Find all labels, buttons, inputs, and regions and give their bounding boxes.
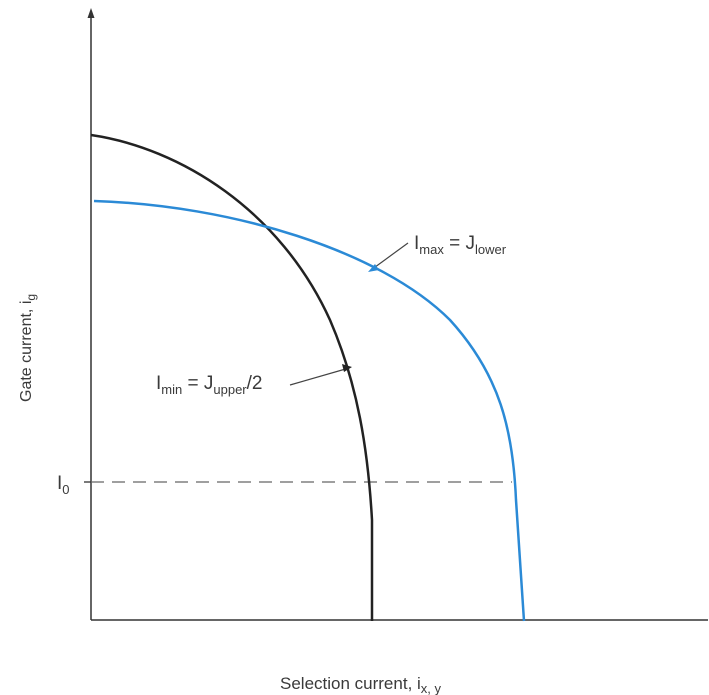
y-axis-title: Gate current, ig [18, 294, 38, 402]
curve-upper-label-leader [289, 367, 350, 386]
y-axis-arrow [87, 8, 95, 18]
i0-label: I0 [57, 473, 70, 497]
curve-upper-label: Imin = Jupper/2 [156, 373, 263, 397]
curve-lower-label-arrowhead [368, 264, 379, 272]
x-axis-title: Selection current, ix, y [280, 674, 442, 695]
curve-upper [90, 133, 374, 621]
curve-upper-label-arrowhead [342, 364, 352, 372]
curve-lower-label: Imax = Jlower [414, 233, 507, 257]
curve-lower [93, 199, 526, 622]
curve-lower-label-leader [370, 242, 409, 271]
